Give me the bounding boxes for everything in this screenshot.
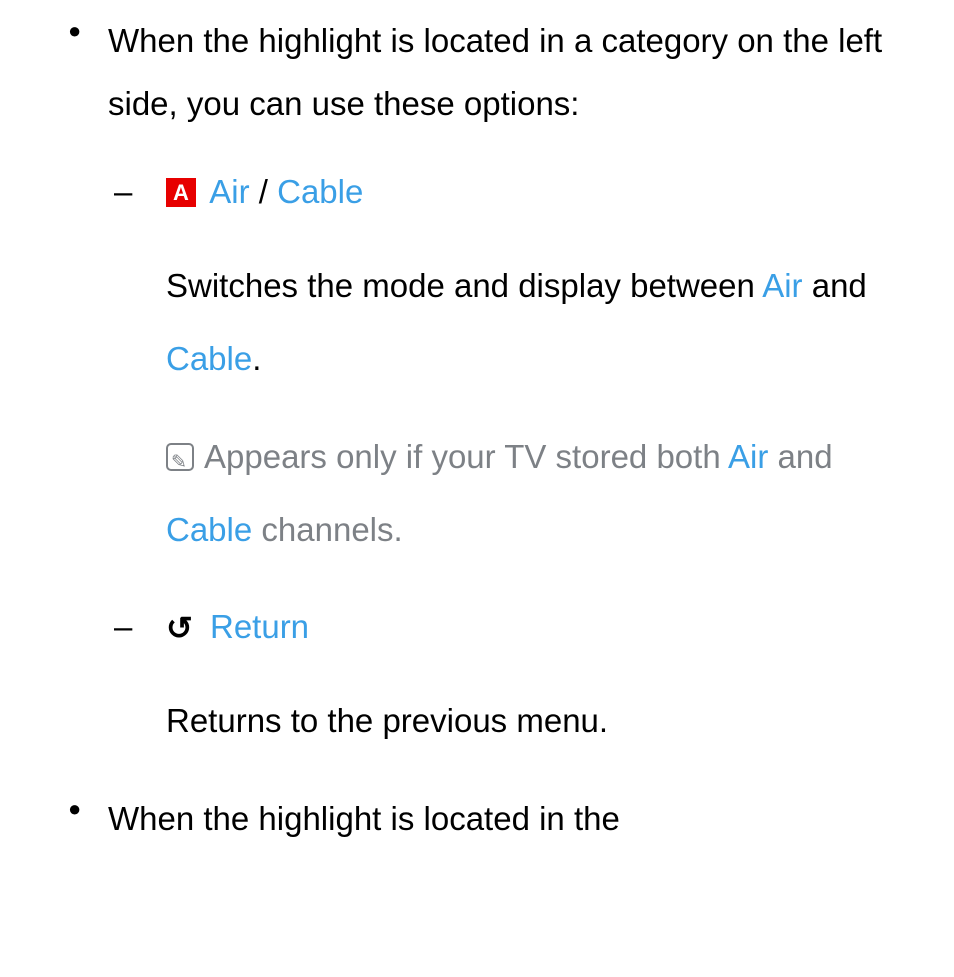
note-icon <box>166 443 194 471</box>
bullet-intro-2: When the highlight is located in the <box>108 800 620 837</box>
note-text-and: and <box>768 438 832 475</box>
return-icon: ↺ <box>166 598 193 659</box>
bullet-intro-1: When the highlight is located in a categ… <box>108 22 882 122</box>
note-block: Appears only if your TV stored both Air … <box>166 421 894 566</box>
desc-text-prefix: Switches the mode and display between <box>166 267 762 304</box>
a-button-badge: A <box>166 178 196 207</box>
air-link[interactable]: Air <box>209 173 249 210</box>
bullet-item-1: When the highlight is located in a categ… <box>60 10 894 758</box>
return-description: Returns to the previous menu. <box>166 685 894 758</box>
outer-list: When the highlight is located in a categ… <box>60 10 894 851</box>
desc-cable-link[interactable]: Cable <box>166 340 252 377</box>
note-air-link[interactable]: Air <box>728 438 768 475</box>
desc-text-suffix: . <box>252 340 261 377</box>
desc-text-and: and <box>803 267 867 304</box>
air-cable-description: Switches the mode and display between Ai… <box>166 250 894 395</box>
note-text-suffix: channels. <box>252 511 402 548</box>
cable-link[interactable]: Cable <box>277 173 363 210</box>
bullet-item-2: When the highlight is located in the <box>60 788 894 851</box>
subitem-return: ↺ Return Returns to the previous menu. <box>108 596 894 757</box>
return-link[interactable]: Return <box>210 608 309 645</box>
note-cable-link[interactable]: Cable <box>166 511 252 548</box>
desc-air-link[interactable]: Air <box>762 267 802 304</box>
separator: / <box>259 173 268 210</box>
note-text-prefix: Appears only if your TV stored both <box>204 438 728 475</box>
inner-list: A Air / Cable Switches the mode and disp… <box>108 161 894 757</box>
subitem-air-cable: A Air / Cable Switches the mode and disp… <box>108 161 894 566</box>
